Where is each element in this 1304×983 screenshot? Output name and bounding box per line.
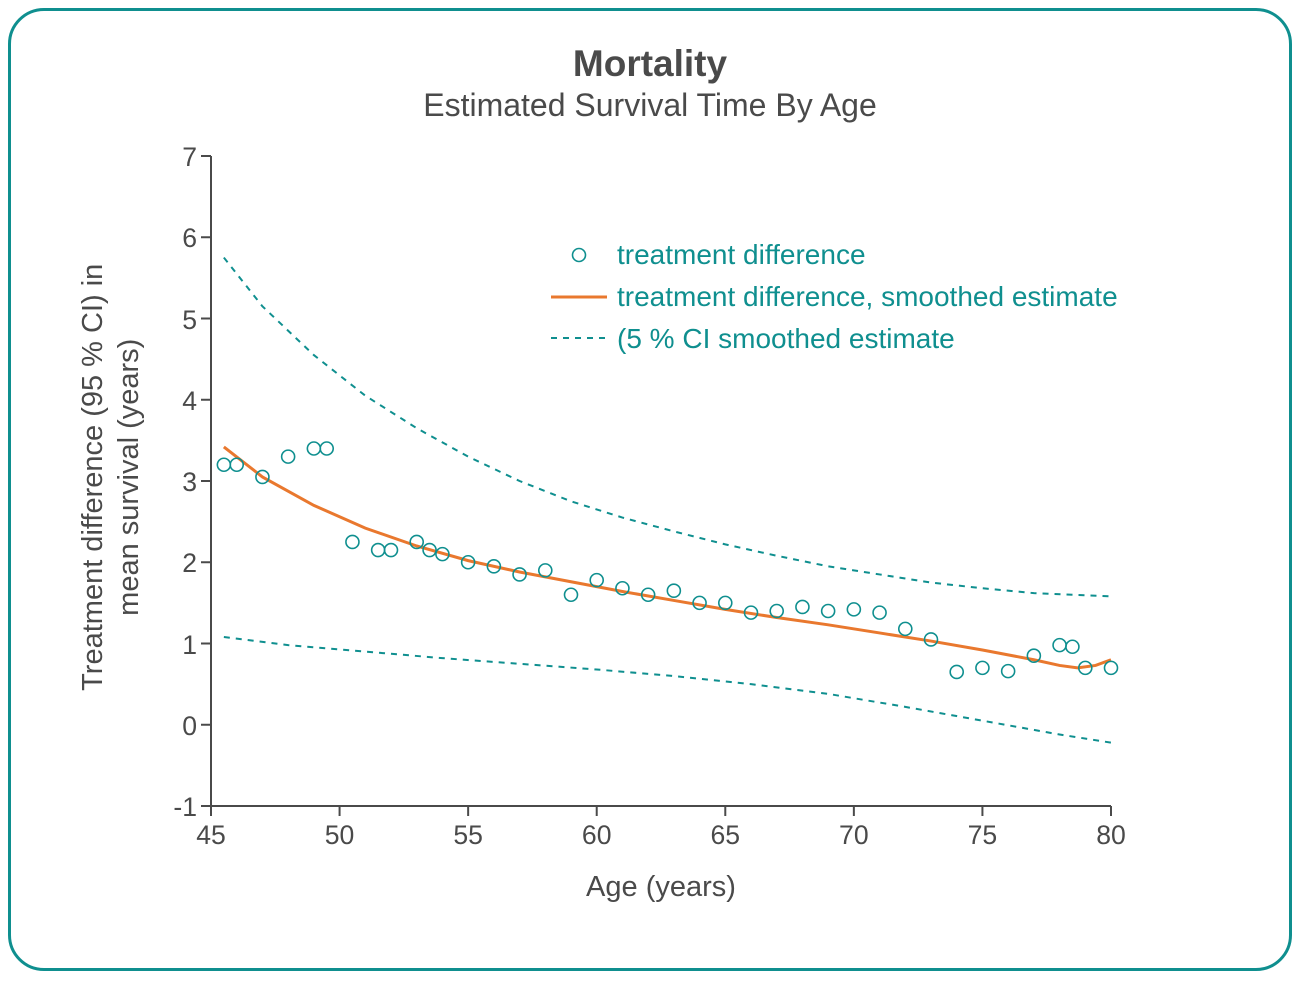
chart-frame: Mortality Estimated Survival Time By Age…: [8, 8, 1292, 971]
chart-title: Mortality: [11, 43, 1289, 85]
x-tick-label: 75: [962, 820, 1002, 851]
chart-subtitle: Estimated Survival Time By Age: [11, 87, 1289, 124]
y-tick-label: 1: [161, 630, 197, 661]
y-tick-label: 5: [161, 305, 197, 336]
y-tick-label: 4: [161, 386, 197, 417]
y-axis-label: Treatment difference (95 % CI) in mean s…: [75, 247, 148, 707]
y-tick-label: -1: [161, 792, 197, 823]
y-tick-label: 2: [161, 548, 197, 579]
x-tick-label: 65: [705, 820, 745, 851]
x-axis-label: Age (years): [211, 871, 1111, 904]
y-tick-label: 6: [161, 223, 197, 254]
x-tick-label: 70: [834, 820, 874, 851]
x-tick-label: 80: [1091, 820, 1131, 851]
x-tick-label: 45: [191, 820, 231, 851]
smoothed-estimate-line: [224, 447, 1111, 668]
y-tick-label: 3: [161, 467, 197, 498]
y-tick-label: 0: [161, 711, 197, 742]
x-tick-label: 55: [448, 820, 488, 851]
y-tick-label: 7: [161, 142, 197, 173]
x-tick-label: 50: [320, 820, 360, 851]
treatment-difference-points: [217, 442, 1117, 678]
ci-lower-line: [224, 637, 1111, 743]
plot-area: [211, 156, 1111, 806]
x-tick-label: 60: [577, 820, 617, 851]
